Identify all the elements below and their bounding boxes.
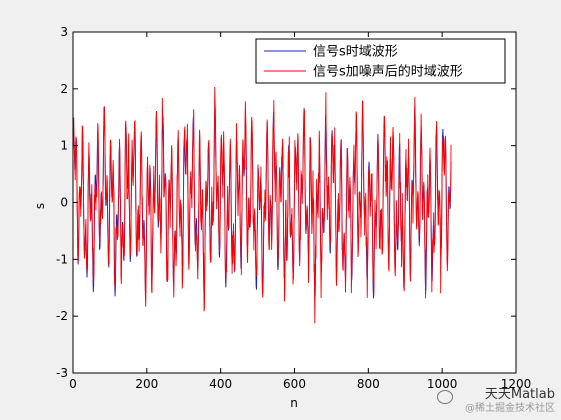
watermark-subtitle: @稀土掘金技术社区 [465,403,555,414]
series-layer [72,87,452,324]
watermark: 天天Matlab @稀土掘金技术社区 [435,388,555,416]
x-tick-label: 600 [283,377,306,391]
x-tick-label: 400 [209,377,232,391]
y-tick-label: 3 [60,25,68,39]
x-tick-label: 1200 [501,377,532,391]
watermark-title: 天天Matlab [484,387,555,402]
y-axis-label: s [33,203,47,209]
x-tick-label: 800 [357,377,380,391]
legend-box [255,38,506,84]
y-tick-label: -3 [56,366,68,380]
x-tick-label: 1000 [427,377,458,391]
y-tick-label: 0 [60,196,68,210]
y-tick-label: -1 [56,252,68,266]
x-tick-label: 200 [135,377,158,391]
ticks-layer: 0 200 400 600 800 1000 1200 -3 -2 -1 0 1 2 3 [56,25,531,391]
x-axis-label: n [290,396,298,410]
x-tick-label: 0 [69,377,77,391]
y-tick-label: 2 [60,82,68,96]
legend-entry-noisy-signal: 信号s加噪声后的时域波形 [313,64,463,80]
y-tick-label: 1 [60,139,68,153]
chat-bubble-icon [437,390,453,404]
series-line-noisy-signal [72,87,452,324]
y-tick-label: -2 [56,309,68,323]
legend: 信号s时域波形 信号s加噪声后的时域波形 [255,38,506,84]
legend-entry-clean-signal: 信号s时域波形 [313,45,398,60]
